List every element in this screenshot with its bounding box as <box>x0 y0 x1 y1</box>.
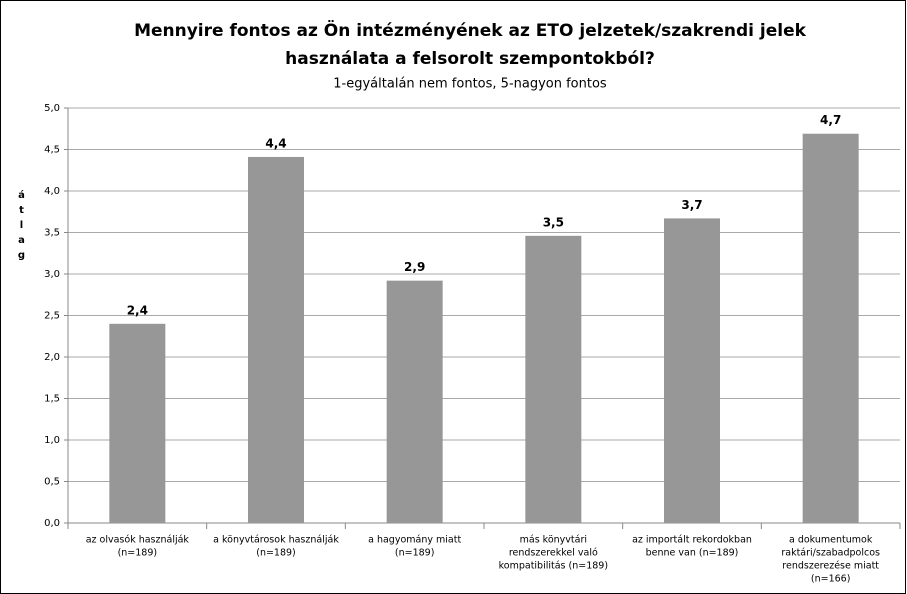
bar <box>386 280 443 523</box>
x-tick-label: rendszerezése miatt <box>782 561 879 572</box>
x-tick-label: a dokumentumok <box>789 535 873 546</box>
x-tick-label: (n=189) <box>118 548 158 559</box>
bar <box>248 156 304 523</box>
chart-subtitle: 1-egyáltalán nem fontos, 5-nagyon fontos <box>333 77 607 92</box>
x-tick-label: benne van (n=189) <box>646 548 739 559</box>
x-tick-label: kompatibilitás (n=189) <box>499 561 608 572</box>
x-tick-label: (n=166) <box>811 574 851 585</box>
y-tick-label: 4,5 <box>44 145 60 156</box>
y-tick-label: 5,0 <box>44 103 60 114</box>
y-tick-label: 3,0 <box>44 269 60 280</box>
y-tick-label: 3,5 <box>44 228 60 239</box>
chart-title: Mennyire fontos az Ön intézményének az E… <box>134 19 807 41</box>
y-tick-label: 0,0 <box>44 518 60 529</box>
y-tick-label: 1,0 <box>44 435 60 446</box>
y-tick-label: 1,5 <box>44 394 60 405</box>
value-label: 2,9 <box>404 260 425 274</box>
x-tick-label: az olvasók használják <box>86 535 190 546</box>
y-tick-label: 2,0 <box>44 352 60 363</box>
x-tick-label: rendszerekkel való <box>509 548 598 559</box>
chart-title: használata a felsorolt szempontokból? <box>285 49 655 69</box>
y-tick-label: 4,0 <box>44 186 60 197</box>
x-tick-label: raktári/szabadpolcos <box>781 548 880 559</box>
x-tick-label: a hagyomány miatt <box>368 535 461 546</box>
value-label: 2,4 <box>127 303 148 317</box>
value-label: 3,5 <box>543 215 564 229</box>
x-tick-label: az importált rekordokban <box>632 535 752 546</box>
value-label: 3,7 <box>681 198 702 212</box>
y-tick-label: 2,5 <box>44 311 60 322</box>
bar <box>802 133 859 524</box>
y-tick-label: 0,5 <box>44 477 60 488</box>
value-label: 4,7 <box>820 113 841 127</box>
x-tick-label: (n=189) <box>395 548 435 559</box>
bar <box>664 218 720 523</box>
bar <box>109 323 166 523</box>
value-label: 4,4 <box>265 136 286 150</box>
x-tick-label: más könyvtári <box>520 535 587 546</box>
y-axis-label: átlag <box>16 189 27 265</box>
x-tick-label: a könyvtárosok használják <box>213 535 339 546</box>
bar <box>525 235 582 523</box>
x-tick-label: (n=189) <box>256 548 296 559</box>
